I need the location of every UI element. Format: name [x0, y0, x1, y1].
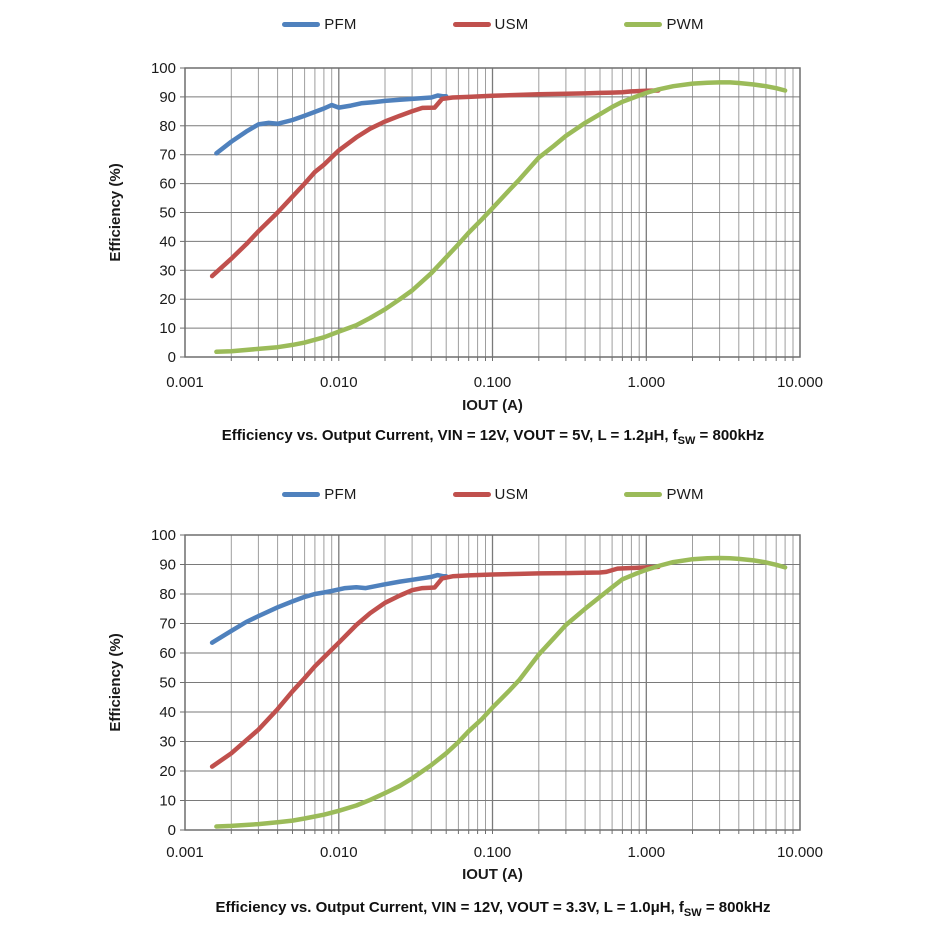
x-axis-tick-label: 0.100 — [474, 844, 512, 861]
x-axis-title: IOUT (A) — [462, 866, 523, 883]
legend: PFM USM PWM — [60, 16, 926, 33]
x-axis-tick-label: 10.000 — [777, 844, 823, 861]
legend-label-pwm: PWM — [666, 16, 704, 33]
y-axis-tick-label: 90 — [159, 89, 176, 106]
legend-item-usm: USM — [452, 16, 529, 33]
legend: PFM USM PWM — [60, 486, 926, 503]
legend-item-pfm: PFM — [282, 486, 356, 503]
legend-label-pfm: PFM — [324, 486, 357, 503]
pwm-line — [214, 555, 788, 829]
y-axis-tick-label: 80 — [159, 586, 176, 603]
caption-text-end: = 800kHz — [695, 427, 765, 444]
y-axis-title: Efficiency (%) — [107, 163, 124, 261]
usm-line-swatch — [452, 492, 491, 497]
legend-item-pwm: PWM — [624, 486, 704, 503]
chart-caption: Efficiency vs. Output Current, VIN = 12V… — [60, 899, 926, 919]
y-axis-tick-label: 70 — [159, 616, 176, 633]
legend-item-pfm: PFM — [282, 16, 356, 33]
y-axis-tick-label: 50 — [159, 205, 176, 222]
x-axis-tick-label: 0.010 — [320, 374, 358, 391]
x-axis-tick-label: 10.000 — [777, 374, 823, 391]
legend-item-usm: USM — [452, 486, 529, 503]
legend-label-pwm: PWM — [666, 486, 704, 503]
plot-frame — [184, 534, 801, 831]
pwm-line-swatch — [624, 492, 663, 497]
usm-line — [209, 564, 661, 769]
chart-plot-area: 0 10 20 30 40 50 60 70 80 90 100 0.001 0.010 0.100 1.0… — [107, 60, 823, 414]
legend-label-pfm: PFM — [324, 16, 357, 33]
y-axis-tick-label: 50 — [159, 675, 176, 692]
y-axis-tick-label: 60 — [159, 176, 176, 193]
x-axis-tick-label: 0.001 — [166, 844, 204, 861]
y-axis-tick-label: 100 — [151, 60, 176, 77]
x-axis-tick-label: 1.000 — [628, 374, 666, 391]
pfm-line-swatch — [282, 22, 321, 27]
efficiency-chart-vout3v3: PFM USM PWM 0 10 20 30 40 50 60 70 80 90 100 0.001 0… — [0, 467, 926, 941]
x-axis-tick-label: 0.010 — [320, 844, 358, 861]
x-axis-title: IOUT (A) — [462, 397, 523, 414]
caption-text-end: = 800kHz — [701, 899, 771, 916]
y-axis-tick-label: 20 — [159, 291, 176, 308]
y-axis-tick-label: 70 — [159, 147, 176, 164]
y-axis-tick-label: 30 — [159, 734, 176, 751]
pfm-line-swatch — [282, 492, 321, 497]
caption-text: Efficiency vs. Output Current, VIN = 12V… — [221, 427, 678, 444]
legend-item-pwm: PWM — [624, 16, 704, 33]
y-axis-tick-label: 40 — [159, 233, 176, 250]
y-axis-tick-label: 0 — [168, 349, 176, 366]
y-axis-title: Efficiency (%) — [107, 633, 124, 731]
y-axis-tick-label: 60 — [159, 645, 176, 662]
y-axis-tick-label: 100 — [151, 527, 176, 544]
y-axis-tick-label: 90 — [159, 557, 176, 574]
pwm-line — [214, 80, 788, 355]
pfm-line — [209, 572, 449, 645]
pwm-line-swatch — [624, 22, 663, 27]
legend-label-usm: USM — [494, 486, 529, 503]
y-axis-tick-label: 40 — [159, 704, 176, 721]
x-axis-tick-label: 0.001 — [166, 374, 204, 391]
pfm-line — [214, 93, 449, 156]
y-axis-tick-label: 80 — [159, 118, 176, 135]
x-axis-tick-label: 0.100 — [474, 374, 512, 391]
y-axis-tick-label: 10 — [159, 320, 176, 337]
caption-subscript: SW — [677, 435, 696, 447]
caption-subscript: SW — [683, 907, 702, 919]
plot-frame — [184, 67, 801, 358]
y-axis-tick-label: 20 — [159, 763, 176, 780]
legend-label-usm: USM — [494, 16, 529, 33]
y-axis-tick-label: 30 — [159, 262, 176, 279]
caption-text: Efficiency vs. Output Current, VIN = 12V… — [215, 899, 684, 916]
y-axis-tick-label: 0 — [168, 822, 176, 839]
chart-plot-area: 0 10 20 30 40 50 60 70 80 90 100 0.001 0.010 0.100 1.0… — [107, 527, 823, 883]
efficiency-chart-vout5v: PFM USM PWM 0 10 20 30 40 50 60 70 80 90 100 0.001 0… — [0, 0, 926, 465]
usm-line — [209, 88, 661, 279]
chart-caption: Efficiency vs. Output Current, VIN = 12V… — [60, 427, 926, 447]
y-axis-tick-label: 10 — [159, 793, 176, 810]
x-axis-tick-label: 1.000 — [628, 844, 666, 861]
usm-line-swatch — [452, 22, 491, 27]
